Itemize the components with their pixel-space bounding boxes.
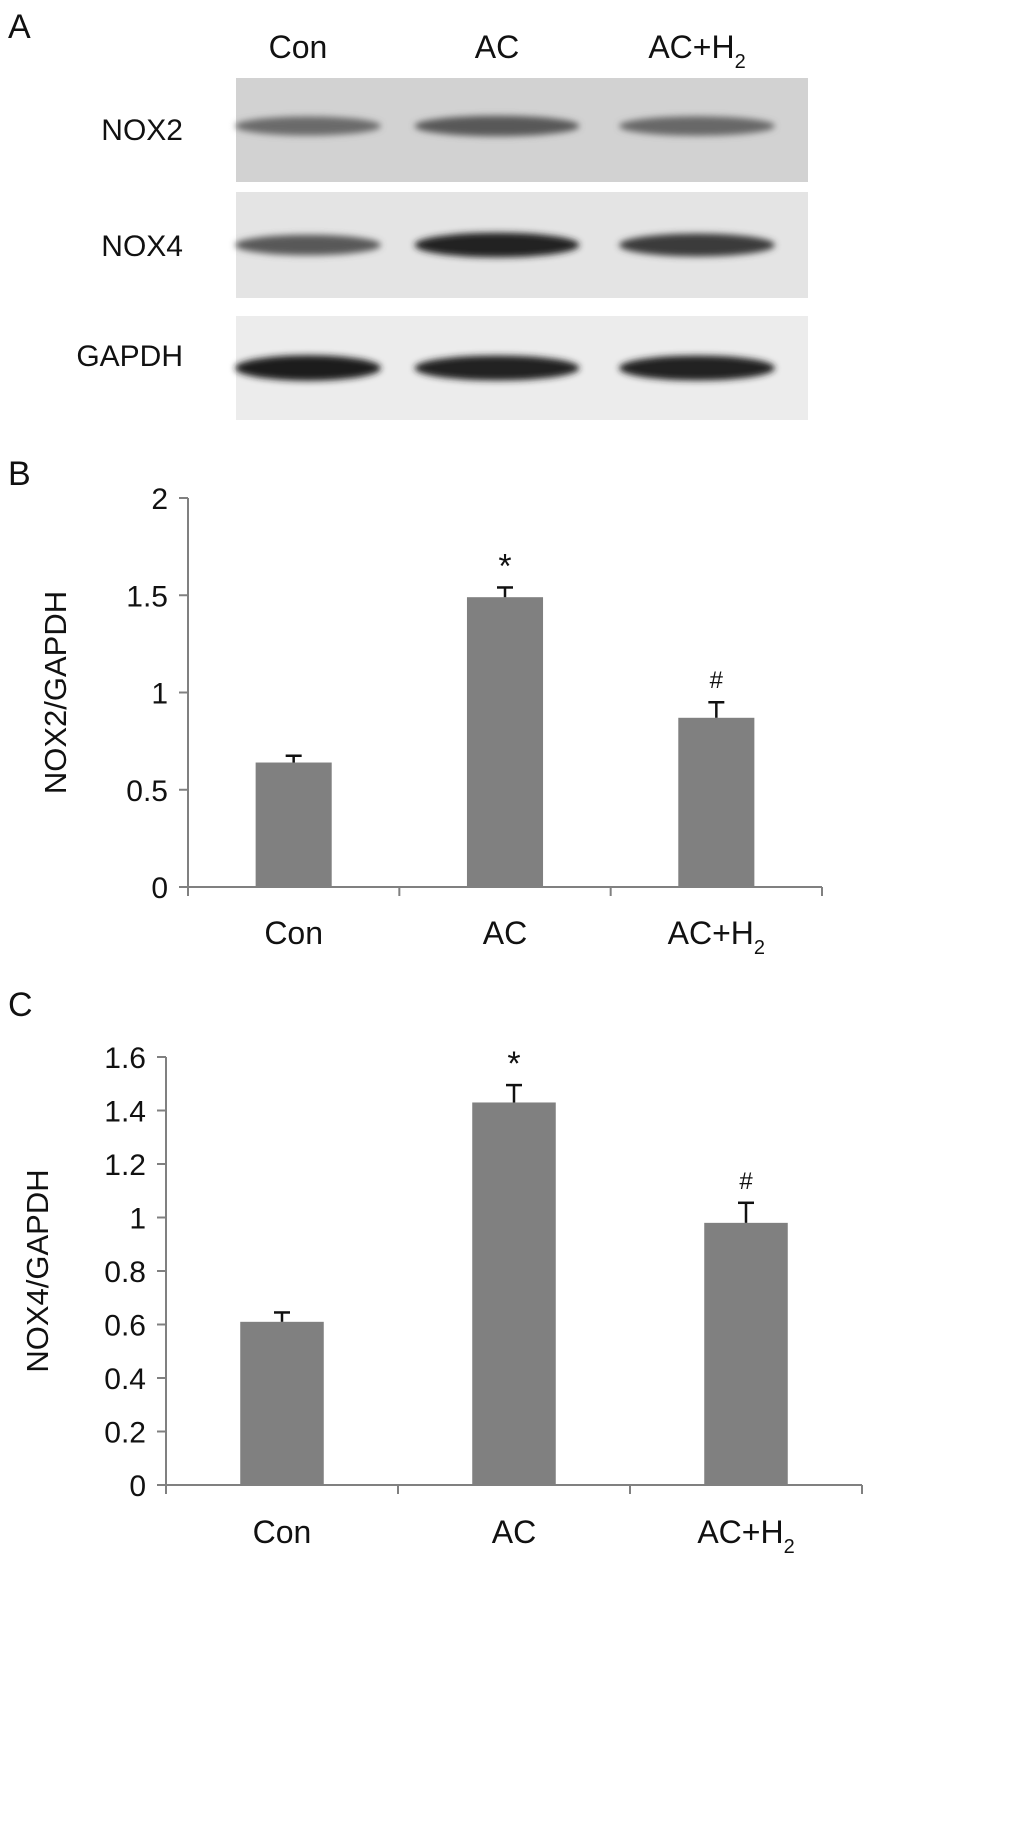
y-tick-label: 0.6 <box>104 1310 146 1343</box>
bar <box>678 717 755 887</box>
lane-label: AC+H2 <box>648 29 745 73</box>
y-tick-label: 0.5 <box>126 775 168 808</box>
panel-a-letter: A <box>8 8 31 46</box>
blot-band <box>619 233 775 257</box>
bar <box>466 597 544 887</box>
lane-label: AC <box>475 29 519 65</box>
y-tick-label: 0.2 <box>104 1417 146 1450</box>
y-axis-label: NOX4/GAPDH <box>20 1169 55 1372</box>
blot-band <box>235 234 381 256</box>
y-tick-label: 2 <box>151 483 168 516</box>
lane-label: Con <box>269 29 328 65</box>
blot-nox4: NOX4 <box>101 192 808 298</box>
blot-label: NOX4 <box>101 230 183 263</box>
bar <box>704 1222 788 1485</box>
chart-nox4-gapdh: 0 0.2 0.4 0.6 0.8 1 1.2 1.4 1.6 NOX4/GAPDH Con * AC #… <box>20 1042 863 1558</box>
chart-nox2-gapdh: 0 0.5 1 1.5 2 NOX2/GAPDH Con * AC # AC+H2 <box>38 483 823 959</box>
y-tick-label: 0 <box>129 1470 146 1503</box>
x-tick-label: Con <box>253 1514 312 1550</box>
y-tick-label: 0 <box>151 872 168 905</box>
blot-nox2: NOX2 <box>101 78 808 182</box>
bar <box>255 762 332 887</box>
blot-label: NOX2 <box>101 114 183 147</box>
blot-band <box>235 355 381 381</box>
panel-c-letter: C <box>8 986 33 1024</box>
x-tick-label: AC+H2 <box>697 1514 794 1558</box>
blot-band <box>414 355 580 381</box>
panel-c: C 0 0.2 0.4 0.6 0.8 1 1.2 1.4 1.6 NOX4/GAPDH Con * A… <box>8 986 863 1558</box>
significance-marker: # <box>739 1168 753 1195</box>
blot-gapdh: GAPDH <box>76 316 808 420</box>
panel-b: B 0 0.5 1 1.5 2 NOX2/GAPDH Con * AC # AC+H2 <box>8 455 823 959</box>
panel-b-letter: B <box>8 455 31 493</box>
significance-marker: * <box>498 547 511 585</box>
blot-band <box>235 116 381 136</box>
x-tick-label: AC+H2 <box>668 915 765 959</box>
blot-label: GAPDH <box>76 340 183 373</box>
blot-band <box>619 116 775 136</box>
lane-labels: Con AC AC+H2 <box>269 29 746 73</box>
y-axis-label: NOX2/GAPDH <box>38 591 73 794</box>
panel-a: A Con AC AC+H2 NOX2 NOX4 GAPDH <box>8 8 808 420</box>
x-tick-label: Con <box>264 915 323 951</box>
blot-band <box>414 232 580 258</box>
y-tick-label: 1.2 <box>104 1149 146 1182</box>
x-tick-label: AC <box>483 915 527 951</box>
bar <box>240 1321 324 1485</box>
y-tick-label: 1.4 <box>104 1096 146 1129</box>
y-tick-label: 1.5 <box>126 580 168 613</box>
blot-band <box>619 355 775 381</box>
y-tick-label: 0.4 <box>104 1363 146 1396</box>
y-tick-label: 1 <box>151 678 168 711</box>
significance-marker: * <box>507 1045 520 1083</box>
y-tick-label: 0.8 <box>104 1256 146 1289</box>
western-blots: NOX2 NOX4 GAPDH <box>76 78 808 420</box>
y-tick-label: 1.6 <box>104 1042 146 1075</box>
bar <box>472 1102 556 1485</box>
x-tick-label: AC <box>492 1514 536 1550</box>
significance-marker: # <box>710 667 724 694</box>
blot-band <box>414 115 580 137</box>
y-tick-label: 1 <box>129 1203 146 1236</box>
